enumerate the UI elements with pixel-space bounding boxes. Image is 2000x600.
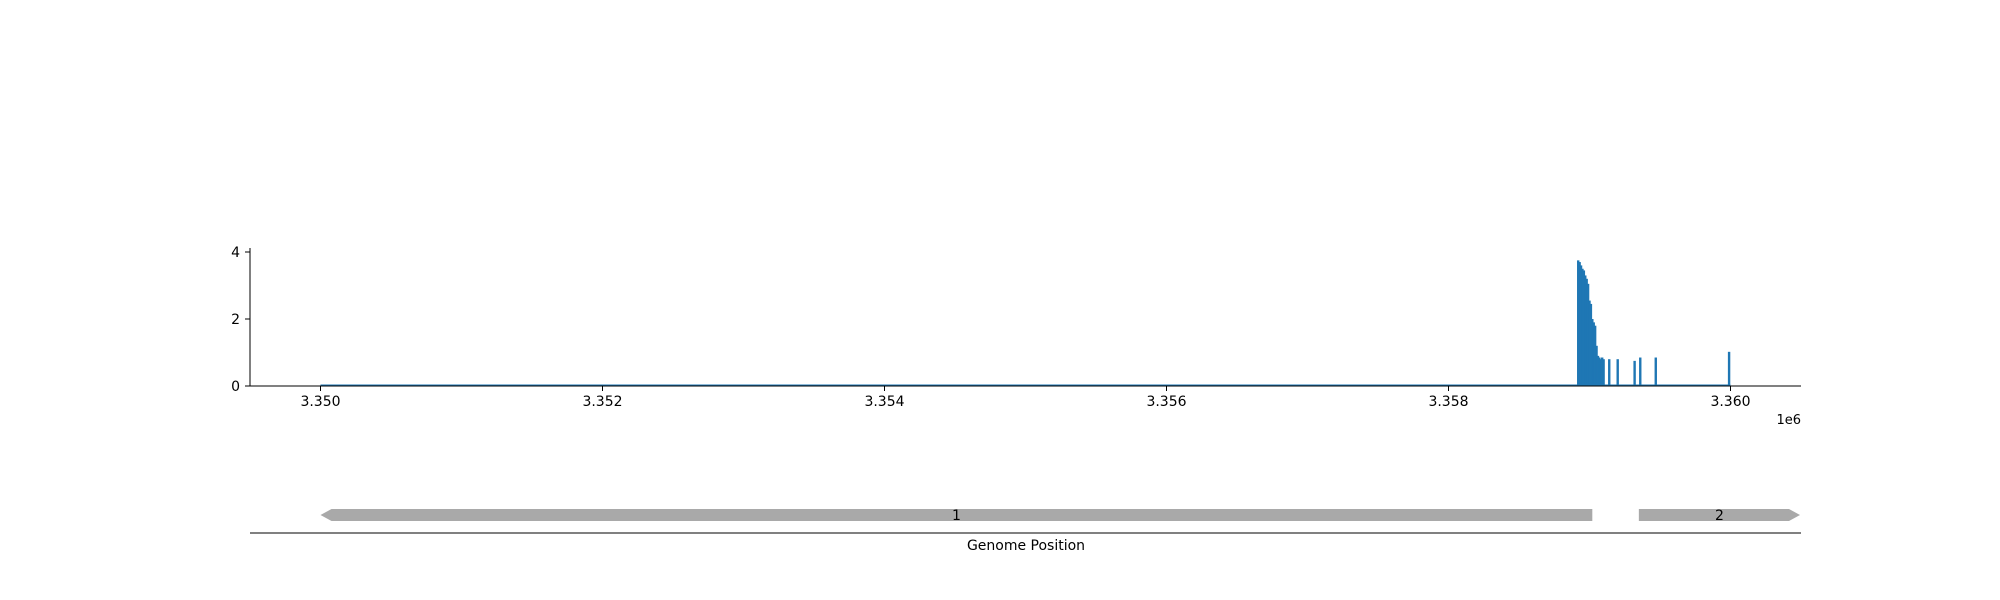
- y-axis-ticks: 0 2 4: [231, 245, 250, 395]
- coverage-bar: [1589, 303, 1593, 386]
- y-tick-label: 0: [231, 379, 240, 395]
- x-axis-label: Genome Position: [967, 538, 1085, 554]
- coverage-bars: [1577, 260, 1731, 386]
- coverage-bar: [1578, 262, 1581, 386]
- coverage-plot: 0 2 4 3.350 3.352 3.354 3.356 3.358 3.360 1e6: [231, 245, 1801, 428]
- coverage-bar: [1616, 359, 1619, 386]
- x-tick-label: 3.354: [864, 394, 904, 410]
- coverage-bar: [1588, 300, 1591, 386]
- gene-arrow: [1638, 509, 1800, 521]
- coverage-bar: [1727, 351, 1731, 386]
- y-tick-label: 2: [231, 312, 240, 328]
- gene-arrow: [320, 509, 1593, 521]
- coverage-bar: [1598, 357, 1601, 386]
- x-offset-label: 1e6: [1776, 413, 1801, 428]
- x-tick-label: 3.356: [1146, 394, 1186, 410]
- coverage-bar: [1585, 278, 1588, 386]
- coverage-bar: [1600, 357, 1604, 386]
- x-tick-label: 3.352: [582, 394, 622, 410]
- x-tick-label: 3.350: [300, 394, 340, 410]
- coverage-bar: [1586, 283, 1590, 386]
- coverage-bar: [1608, 359, 1611, 386]
- coverage-bar: [1579, 265, 1583, 386]
- coverage-bar: [1602, 359, 1605, 386]
- coverage-bar: [1639, 357, 1642, 386]
- coverage-bar: [1584, 275, 1587, 386]
- coverage-bar: [1599, 359, 1602, 386]
- gene-label: 2: [1715, 508, 1724, 524]
- coverage-bar: [1581, 268, 1584, 386]
- coverage-bar: [1591, 319, 1594, 386]
- x-tick-label: 3.358: [1428, 394, 1468, 410]
- gene-label: 1: [952, 508, 961, 524]
- x-tick-label: 3.360: [1710, 394, 1750, 410]
- coverage-bar: [1577, 260, 1580, 386]
- coverage-bar: [1593, 325, 1597, 386]
- coverage-bar: [1582, 270, 1586, 386]
- x-axis-ticks: 3.350 3.352 3.354 3.356 3.358 3.360: [300, 386, 1751, 410]
- coverage-bar: [1654, 357, 1657, 386]
- coverage-bar: [1592, 322, 1595, 386]
- coverage-bar: [1595, 345, 1598, 386]
- y-tick-label: 4: [231, 245, 240, 261]
- coverage-bar: [1596, 355, 1600, 386]
- coverage-bar: [1633, 360, 1636, 386]
